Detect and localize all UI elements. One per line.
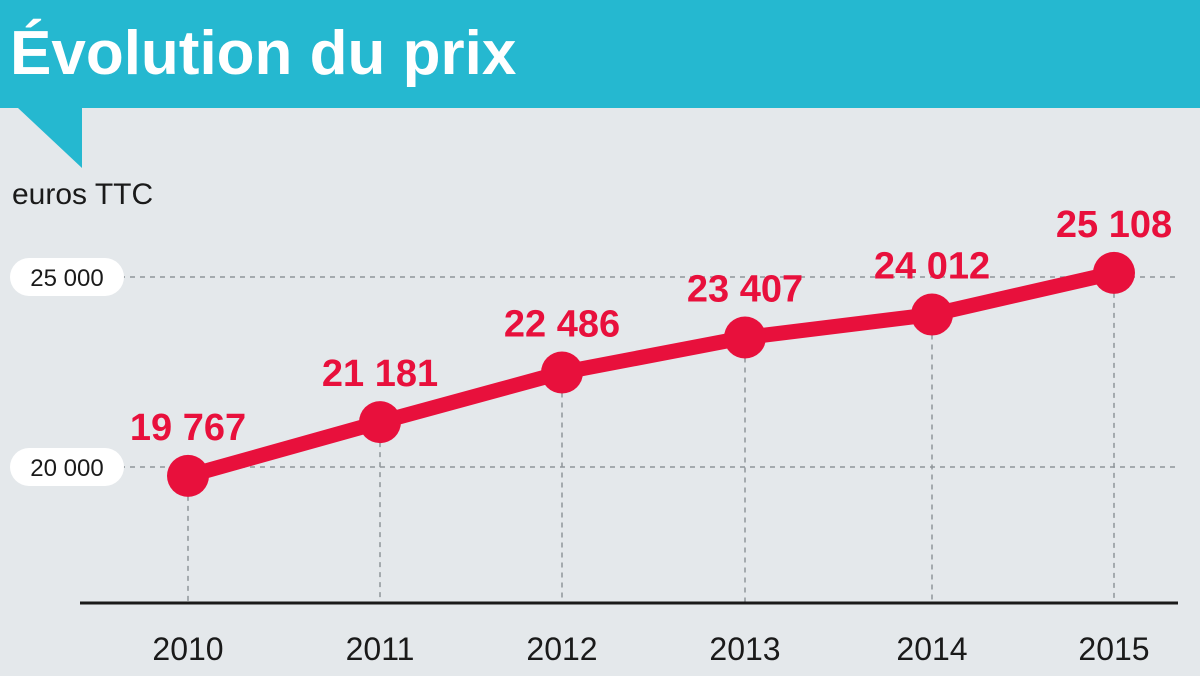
data-point [724,316,766,359]
x-axis-ticks: 2010 2011 2012 2013 2014 2015 [152,631,1149,667]
data-label: 25 108 [1056,204,1172,246]
y-tick-label-bg [10,258,124,296]
unit-label: euros TTC [12,178,153,211]
x-tick-label: 2015 [1078,631,1149,667]
x-tick-label: 2011 [346,631,415,667]
data-labels: 19 767 21 181 22 486 23 407 24 012 25 108 [130,204,1172,449]
title-banner [0,0,1200,108]
data-point [911,293,953,336]
data-label: 21 181 [322,353,438,395]
x-tick-label: 2012 [526,631,597,667]
y-axis-ticks: 20 000 25 000 [10,258,124,486]
y-tick-label-bg [10,448,124,486]
data-point [541,351,583,394]
x-tick-label: 2013 [709,631,780,667]
chart-title: Évolution du prix [10,19,517,88]
y-tick-label: 25 000 [30,265,103,292]
data-point [167,454,209,497]
data-point [359,401,401,444]
data-point [1093,251,1135,294]
x-tick-label: 2010 [152,631,223,667]
series-line [180,265,1122,484]
grid-layer [80,272,1178,603]
y-tick-label: 20 000 [30,455,103,482]
data-label: 19 767 [130,407,246,449]
data-label: 22 486 [504,304,620,346]
data-label: 23 407 [687,269,803,311]
x-tick-label: 2014 [896,631,967,667]
title-banner-pointer [18,108,82,168]
series-price [167,251,1135,497]
data-label: 24 012 [874,246,990,288]
